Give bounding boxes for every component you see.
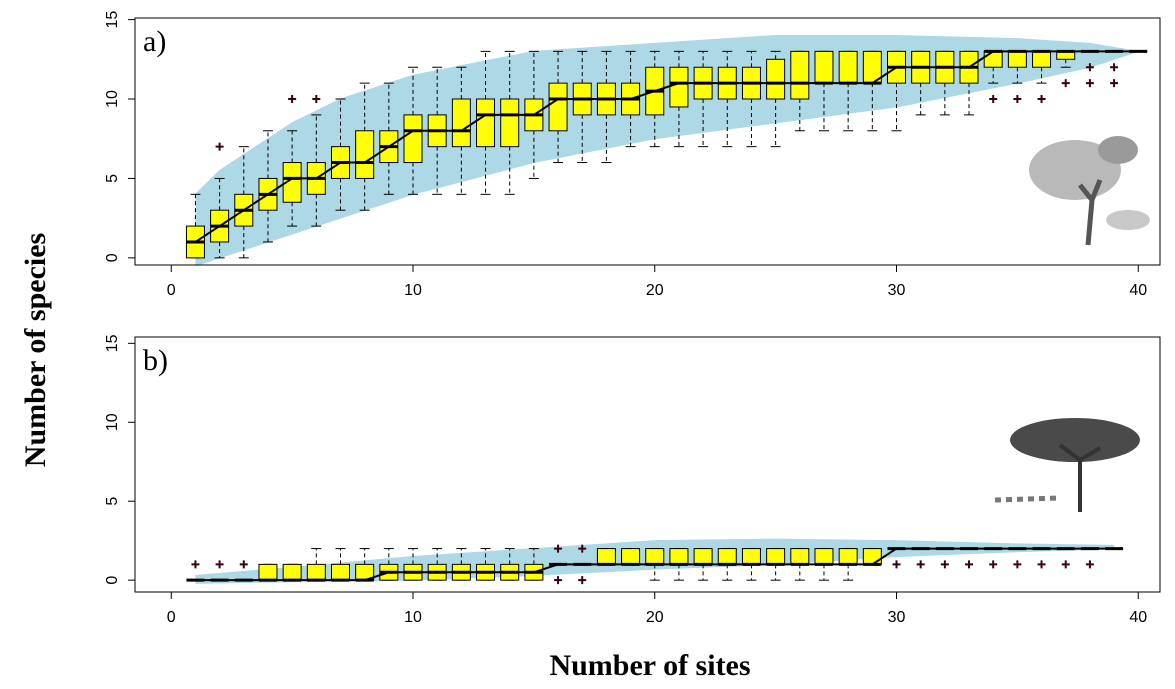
box [717,548,737,565]
outlier [288,95,297,104]
box [838,548,858,565]
box [306,563,326,581]
y-tick-label: 0 [104,576,121,585]
x-tick-label: 0 [167,282,176,299]
box [355,130,375,179]
outlier [989,560,998,569]
x-tick-label: 20 [646,609,664,626]
box [282,563,302,581]
outlier [916,560,925,569]
box [500,98,520,148]
y-tick-label: 5 [104,497,121,506]
panel: a) 0 10 20 30 40 0 5 10 15 [104,11,1161,299]
box [862,548,882,565]
box [621,548,641,565]
y-tick-label: 0 [104,253,121,262]
box [766,58,786,100]
x-tick-label: 30 [888,282,906,299]
box [548,82,568,132]
box [1032,50,1052,68]
y-tick-label: 10 [104,90,121,108]
panel-label: b) [143,344,168,377]
box [1007,50,1027,68]
outlier [1013,95,1022,104]
outlier [1013,560,1022,569]
plot-frame [134,17,1161,266]
box [258,563,278,581]
outlier [965,560,974,569]
outlier [989,95,998,104]
outlier [892,560,901,569]
outlier [1110,63,1119,72]
box [282,162,302,203]
envelope-upper [195,538,1115,576]
outlier [1061,79,1070,88]
y-tick-label: 15 [104,11,121,29]
outlier [554,544,563,553]
y-tick-label: 5 [104,174,121,183]
outlier [191,560,200,569]
box [766,548,786,565]
x-axis-label: Number of sites [549,649,750,682]
outlier [1037,95,1046,104]
outlier [940,560,949,569]
x-tick-label: 40 [1129,282,1147,299]
box [790,548,810,565]
x-tick-label: 20 [646,282,664,299]
box [983,50,1003,68]
outlier [215,142,224,151]
tree-illustration [994,418,1140,512]
outlier [312,95,321,104]
tree-illustration [1029,136,1150,246]
box [814,548,834,565]
outlier [1085,79,1094,88]
outlier [1037,560,1046,569]
x-tick-label: 0 [167,609,176,626]
outlier [554,576,563,585]
outlier [1110,79,1119,88]
box [596,548,616,565]
box [669,548,689,565]
box [741,548,761,565]
x-tick-label: 40 [1129,609,1147,626]
x-tick-label: 10 [404,282,422,299]
plot-frame [134,336,1161,593]
box [330,563,350,581]
box [645,548,665,565]
panel-label: a) [143,25,166,58]
box [693,548,713,565]
outlier [1085,560,1094,569]
outlier [215,560,224,569]
box [476,98,496,148]
box [451,98,471,148]
x-tick-label: 30 [888,609,906,626]
outlier [239,560,248,569]
box [669,66,689,108]
box [838,50,858,84]
x-tick-label: 10 [404,609,422,626]
y-tick-label: 15 [104,334,121,352]
outlier [1085,63,1094,72]
envelope-band [195,35,1139,266]
y-tick-label: 10 [104,413,121,431]
panel: b) 0 10 20 30 40 0 5 10 15 [104,334,1161,626]
outlier [578,544,587,553]
median-line [194,50,1139,243]
outlier [578,576,587,585]
box [790,50,810,100]
box [403,114,423,164]
y-axis-label: Number of species [19,233,52,467]
outlier [1061,560,1070,569]
box [814,50,834,84]
